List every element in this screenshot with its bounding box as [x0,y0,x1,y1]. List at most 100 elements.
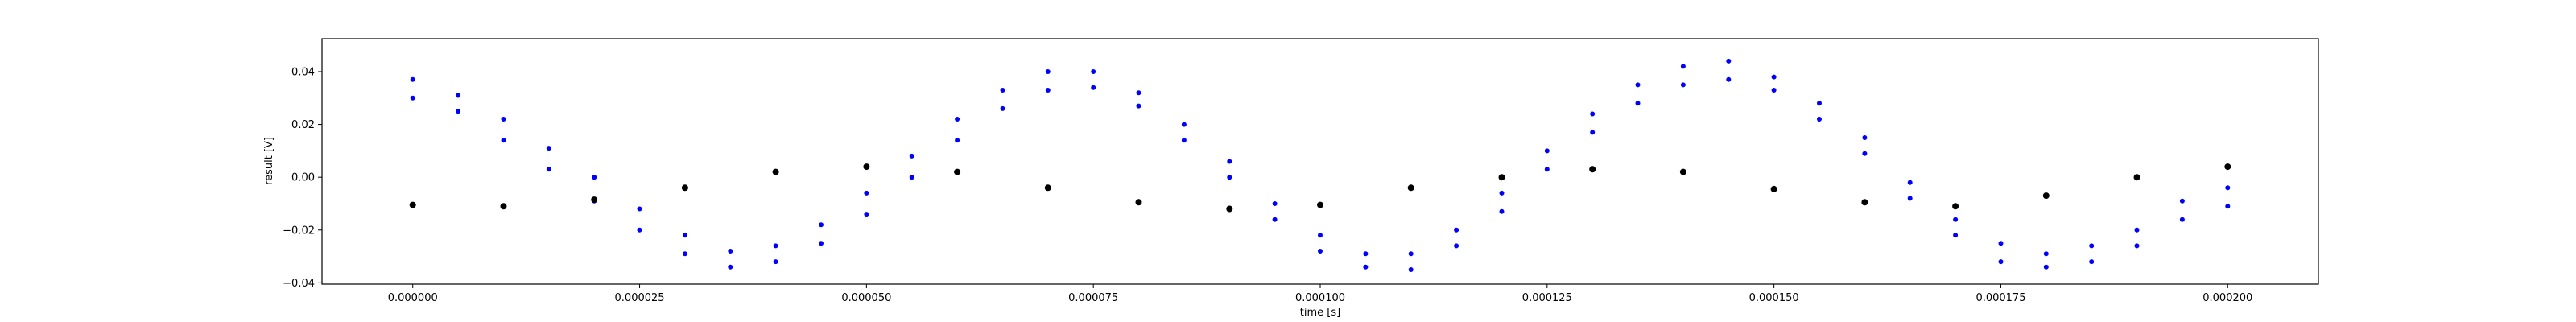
data-point [1000,88,1005,93]
data-point [1589,166,1596,173]
data-point [1953,233,1959,238]
data-point [682,233,687,238]
data-point [1998,241,2004,246]
data-point [1862,135,1868,140]
data-point [1635,101,1641,106]
data-point [909,175,914,180]
x-tick-label: 0.000000 [388,292,438,304]
data-point [1590,111,1596,117]
data-point [772,168,779,175]
data-point [681,184,688,192]
data-point [955,138,960,143]
data-point [546,146,551,151]
x-axis-label: time [s] [1300,307,1340,319]
y-tick-label: 0.02 [291,119,315,131]
data-point [1226,205,1233,213]
data-point [1318,233,1323,238]
data-point [1907,180,1913,185]
x-tick-label: 0.000125 [1522,292,1572,304]
data-point [819,222,824,228]
data-point [1091,85,1096,90]
data-point [864,190,869,196]
data-point [819,241,824,246]
data-point [1045,88,1051,93]
y-tick-label: −0.02 [283,225,315,237]
y-tick-label: 0.04 [291,66,315,78]
data-point [1862,151,1868,156]
data-point [1498,174,1505,181]
data-point [909,153,914,159]
series-blue [410,58,2231,272]
data-point [1407,184,1414,192]
data-point [456,93,461,98]
y-axis-label: result [V] [263,137,275,185]
data-point [1091,69,1096,74]
data-point [1363,264,1368,270]
data-point [2133,174,2140,181]
data-point [1181,122,1187,127]
data-point [456,109,461,114]
data-point [1544,148,1550,154]
data-point [1680,82,1686,88]
data-point [1408,267,1414,272]
data-point [1408,251,1414,257]
data-point [1817,101,1822,106]
data-point [2043,264,2049,270]
data-point [1771,74,1777,80]
data-point [1454,243,1459,249]
data-point [592,175,597,180]
data-point [410,76,415,82]
data-point [728,264,733,270]
data-point [1590,130,1596,135]
x-tick-label: 0.000075 [1068,292,1118,304]
data-point [1044,184,1051,192]
data-point [1136,90,1141,96]
data-point [864,212,869,217]
data-point [1907,196,1913,201]
data-point [1454,227,1459,233]
data-point [501,117,506,122]
data-point [2179,217,2185,222]
data-point [637,206,642,212]
x-tick-label: 0.000175 [1975,292,2025,304]
data-point [501,138,506,143]
series-black [409,163,2231,213]
y-tick-label: −0.04 [283,278,315,290]
x-tick-label: 0.000200 [2202,292,2252,304]
x-tick-label: 0.000025 [615,292,665,304]
data-point [2225,185,2231,191]
data-point [1181,138,1187,143]
data-point [2089,243,2095,249]
data-point [2134,227,2140,233]
data-point [1499,208,1505,214]
data-point [1771,88,1777,93]
data-point [1227,159,1232,164]
data-point [773,259,778,265]
data-point [1272,217,1278,222]
data-point [637,227,642,233]
data-point [1272,201,1278,206]
data-point [2225,204,2231,209]
data-point [1998,259,2004,265]
data-point [1318,249,1323,254]
data-point [1317,201,1323,208]
data-point [1135,199,1142,206]
data-point [1227,175,1232,180]
data-point [1679,168,1686,175]
x-tick-label: 0.000100 [1295,292,1345,304]
data-point [1136,103,1141,109]
data-point [1861,199,1868,206]
data-point [1726,76,1732,82]
data-point [409,201,416,208]
data-point [1045,69,1051,74]
data-point [2043,251,2049,257]
data-point [1952,203,1959,210]
data-point [728,249,733,254]
y-axis-ticks: −0.04 −0.02 0.00 0.02 0.04 [283,66,322,290]
data-point [1817,117,1822,122]
data-point [863,163,870,171]
x-axis-ticks: 0.000000 0.000025 0.000050 0.000075 0.000100… [388,284,2252,304]
plot-marks [409,58,2231,272]
